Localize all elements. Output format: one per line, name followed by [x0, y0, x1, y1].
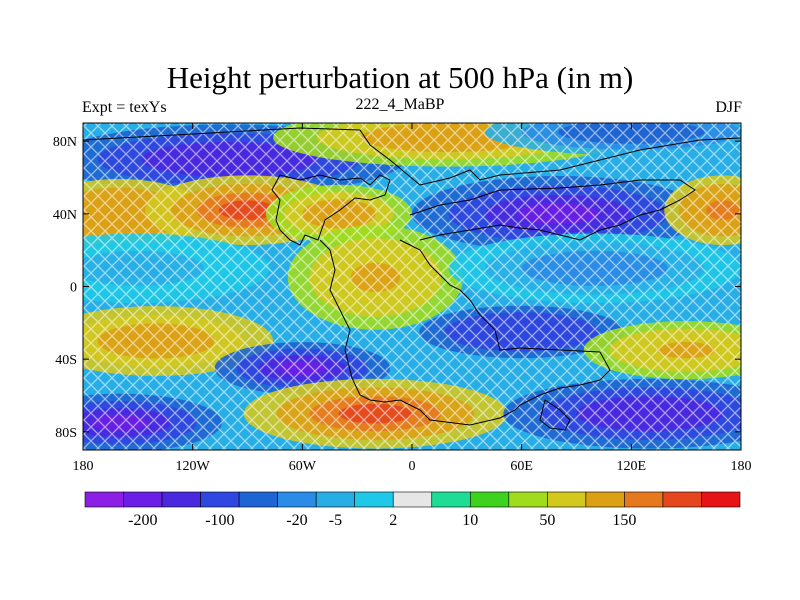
y-tick-label: 80S [55, 426, 77, 441]
colorbar-box [354, 491, 394, 508]
colorbar-box [508, 491, 548, 508]
colorbar-box [585, 491, 625, 508]
colorbar-box [701, 491, 741, 508]
colorbar-label: -200 [128, 512, 157, 529]
colorbar-label: 2 [389, 512, 397, 529]
colorbar-box [315, 491, 356, 508]
chart-title: Height perturbation at 500 hPa (in m) [166, 60, 634, 95]
colorbar-label: 150 [612, 512, 636, 529]
colorbar-label: 10 [462, 512, 478, 529]
colorbar-label: -20 [286, 512, 307, 529]
colorbar: -200 -100 -20 -5 2 10 50 150 [84, 491, 741, 529]
experiment-label: Expt = texYs [82, 99, 167, 116]
stipple-overlay [83, 123, 741, 450]
colorbar-box [392, 491, 433, 508]
x-axis: 180 120W 60W 0 60E 120E 180 [73, 123, 752, 474]
colorbar-box [161, 491, 201, 508]
colorbar-box [277, 491, 317, 508]
x-tick-label: 60W [289, 459, 317, 474]
colorbar-box [84, 491, 124, 508]
colorbar-box [431, 491, 471, 508]
y-tick-label: 40N [53, 208, 77, 223]
colorbar-box [200, 491, 240, 508]
y-tick-label: 80N [53, 135, 77, 150]
x-tick-label: 120E [617, 459, 647, 474]
y-tick-label: 40S [55, 353, 77, 368]
x-tick-label: 180 [731, 459, 752, 474]
season-label: DJF [715, 99, 742, 116]
x-tick-label: 120W [176, 459, 211, 474]
x-tick-label: 0 [409, 459, 416, 474]
colorbar-box [238, 491, 278, 508]
colorbar-box [547, 491, 587, 508]
colorbar-label: 50 [539, 512, 555, 529]
x-tick-label: 60E [510, 459, 533, 474]
coastline [83, 127, 741, 431]
center-label: 222_4_MaBP [355, 96, 445, 113]
y-tick-label: 0 [70, 281, 77, 296]
colorbar-label: -5 [329, 512, 342, 529]
colorbar-label: -100 [205, 512, 234, 529]
y-axis: 80N 40N 0 40S 80S [53, 135, 741, 441]
colorbar-box [123, 491, 163, 508]
colorbar-box [469, 491, 510, 508]
colorbar-box [662, 491, 702, 508]
x-tick-label: 180 [73, 459, 94, 474]
colorbar-box [624, 491, 664, 508]
